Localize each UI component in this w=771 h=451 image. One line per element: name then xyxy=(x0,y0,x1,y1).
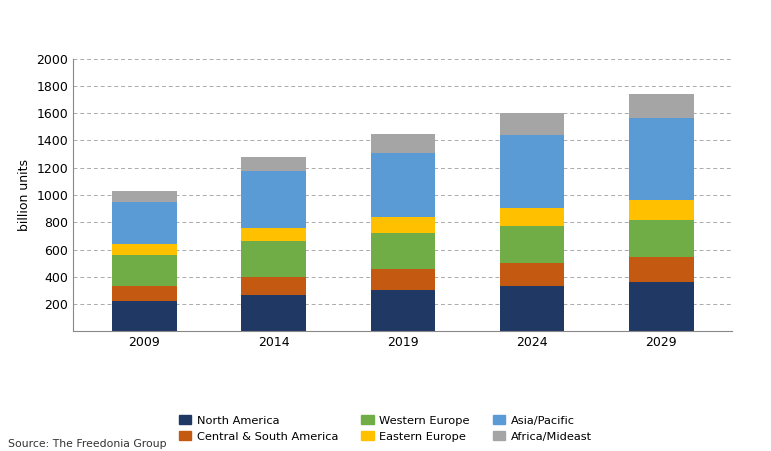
Bar xyxy=(112,202,177,244)
Text: Source: The Freedonia Group: Source: The Freedonia Group xyxy=(8,439,167,449)
Bar xyxy=(629,94,694,118)
Bar xyxy=(371,133,435,153)
Text: Figure 3-2  |  Global Beverage Caps & Closures Demand by Region, 2009 – 2029 (bi: Figure 3-2 | Global Beverage Caps & Clos… xyxy=(8,21,530,31)
Bar xyxy=(629,220,694,257)
Bar xyxy=(241,295,306,331)
Bar xyxy=(241,157,306,170)
Bar xyxy=(629,118,694,200)
Bar xyxy=(241,229,306,241)
Legend: North America, Central & South America, Western Europe, Eastern Europe, Asia/Pac: North America, Central & South America, … xyxy=(176,412,595,445)
Bar xyxy=(112,255,177,286)
Bar xyxy=(371,153,435,217)
Bar xyxy=(371,217,435,233)
Text: Freedonia: Freedonia xyxy=(598,68,663,81)
Bar xyxy=(371,290,435,331)
Bar xyxy=(241,277,306,295)
Bar xyxy=(371,233,435,269)
Y-axis label: billion units: billion units xyxy=(18,159,31,231)
Bar xyxy=(500,113,564,135)
Bar xyxy=(500,263,564,286)
Bar xyxy=(629,257,694,282)
Bar xyxy=(112,244,177,255)
Bar xyxy=(112,301,177,331)
Bar xyxy=(500,226,564,263)
Bar xyxy=(500,208,564,226)
Bar xyxy=(371,269,435,290)
Bar xyxy=(241,170,306,229)
Bar xyxy=(112,286,177,301)
Bar xyxy=(629,282,694,331)
Bar xyxy=(241,241,306,277)
Bar xyxy=(629,200,694,220)
Bar xyxy=(500,286,564,331)
Bar xyxy=(112,191,177,202)
Bar xyxy=(500,135,564,208)
